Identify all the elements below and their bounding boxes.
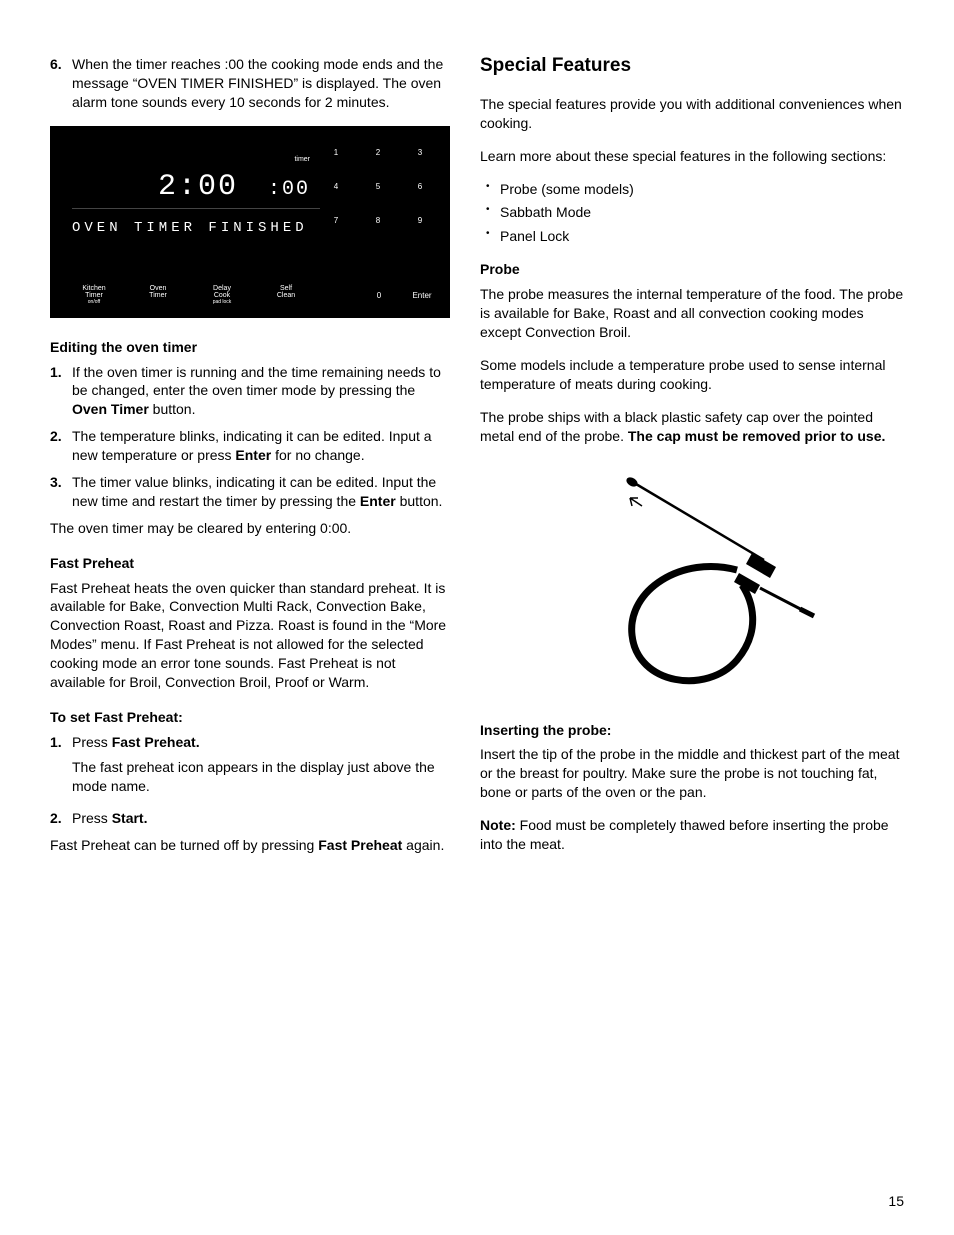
edit-step-3: 3.The timer value blinks, indicating it … xyxy=(50,473,450,511)
step-number: 6. xyxy=(50,55,62,74)
softkey-kitchen-timer: KitchenTimeron/off xyxy=(70,285,118,306)
features-bullet-list: Probe (some models) Sabbath Mode Panel L… xyxy=(480,180,904,247)
special-features-p1: The special features provide you with ad… xyxy=(480,95,904,133)
step-6: 6. When the timer reaches :00 the cookin… xyxy=(50,55,450,112)
to-set-fast-preheat-heading: To set Fast Preheat: xyxy=(50,708,450,727)
probe-p3: The probe ships with a black plastic saf… xyxy=(480,408,904,446)
special-features-heading: Special Features xyxy=(480,55,904,77)
probe-icon xyxy=(542,460,842,700)
step-text: When the timer reaches :00 the cooking m… xyxy=(72,56,443,110)
continuing-step-list: 6. When the timer reaches :00 the cookin… xyxy=(50,55,450,112)
fast-preheat-tail: Fast Preheat can be turned off by pressi… xyxy=(50,836,450,855)
timer-label: timer xyxy=(294,156,310,163)
key-2: 2 xyxy=(360,140,396,166)
countdown-time: :00 xyxy=(268,178,310,201)
main-time: 2:00 xyxy=(158,170,238,204)
display-message: OVEN TIMER FINISHED xyxy=(72,220,308,236)
oven-display-figure: timer 2:00 :00 OVEN TIMER FINISHED 1 2 3… xyxy=(50,126,450,318)
right-column: Special Features The special features pr… xyxy=(480,55,904,869)
editing-timer-heading: Editing the oven timer xyxy=(50,338,450,357)
bullet-panel-lock: Panel Lock xyxy=(480,227,904,247)
fast-preheat-heading: Fast Preheat xyxy=(50,554,450,573)
divider xyxy=(72,208,320,209)
numeric-keypad: 1 2 3 4 5 6 7 8 9 xyxy=(318,140,440,234)
edit-step-2: 2.The temperature blinks, indicating it … xyxy=(50,427,450,465)
bullet-sabbath: Sabbath Mode xyxy=(480,203,904,223)
key-8: 8 xyxy=(360,208,396,234)
editing-steps-list: 1.If the oven timer is running and the t… xyxy=(50,363,450,511)
page-number: 15 xyxy=(888,1193,904,1209)
key-6: 6 xyxy=(402,174,438,200)
softkey-oven-timer: OvenTimer xyxy=(134,285,182,306)
key-1: 1 xyxy=(318,140,354,166)
display-screen: timer 2:00 :00 OVEN TIMER FINISHED xyxy=(62,140,314,252)
softkey-delay-cook: DelayCookpad lock xyxy=(198,285,246,306)
key-blank xyxy=(318,291,354,300)
key-5: 5 xyxy=(360,174,396,200)
editing-tail: The oven timer may be cleared by enterin… xyxy=(50,519,450,538)
left-column: 6. When the timer reaches :00 the cookin… xyxy=(50,55,450,869)
inserting-probe-p: Insert the tip of the probe in the middl… xyxy=(480,745,904,802)
special-features-p2: Learn more about these special features … xyxy=(480,147,904,166)
key-7: 7 xyxy=(318,208,354,234)
fast-preheat-para: Fast Preheat heats the oven quicker than… xyxy=(50,579,450,692)
probe-heading: Probe xyxy=(480,260,904,279)
softkey-row: KitchenTimeron/off OvenTimer DelayCookpa… xyxy=(70,285,310,306)
softkey-self-clean: SelfClean xyxy=(262,285,310,306)
key-9: 9 xyxy=(402,208,438,234)
probe-p1: The probe measures the internal temperat… xyxy=(480,285,904,342)
fp-step-2: 2. Press Start. xyxy=(50,809,450,828)
fp-step-1-follow: The fast preheat icon appears in the dis… xyxy=(72,758,450,796)
key-enter: Enter xyxy=(404,291,440,300)
key-4: 4 xyxy=(318,174,354,200)
fp-step-1: 1. Press Fast Preheat. The fast preheat … xyxy=(50,733,450,796)
inserting-probe-heading: Inserting the probe: xyxy=(480,721,904,740)
probe-note: Note: Food must be completely thawed bef… xyxy=(480,816,904,854)
key-0: 0 xyxy=(361,291,397,300)
bullet-probe: Probe (some models) xyxy=(480,180,904,200)
keypad-bottom-row: 0 Enter xyxy=(318,291,440,300)
key-3: 3 xyxy=(402,140,438,166)
fast-preheat-steps: 1. Press Fast Preheat. The fast preheat … xyxy=(50,733,450,829)
probe-illustration xyxy=(480,460,904,703)
edit-step-1: 1.If the oven timer is running and the t… xyxy=(50,363,450,420)
probe-p2: Some models include a temperature probe … xyxy=(480,356,904,394)
